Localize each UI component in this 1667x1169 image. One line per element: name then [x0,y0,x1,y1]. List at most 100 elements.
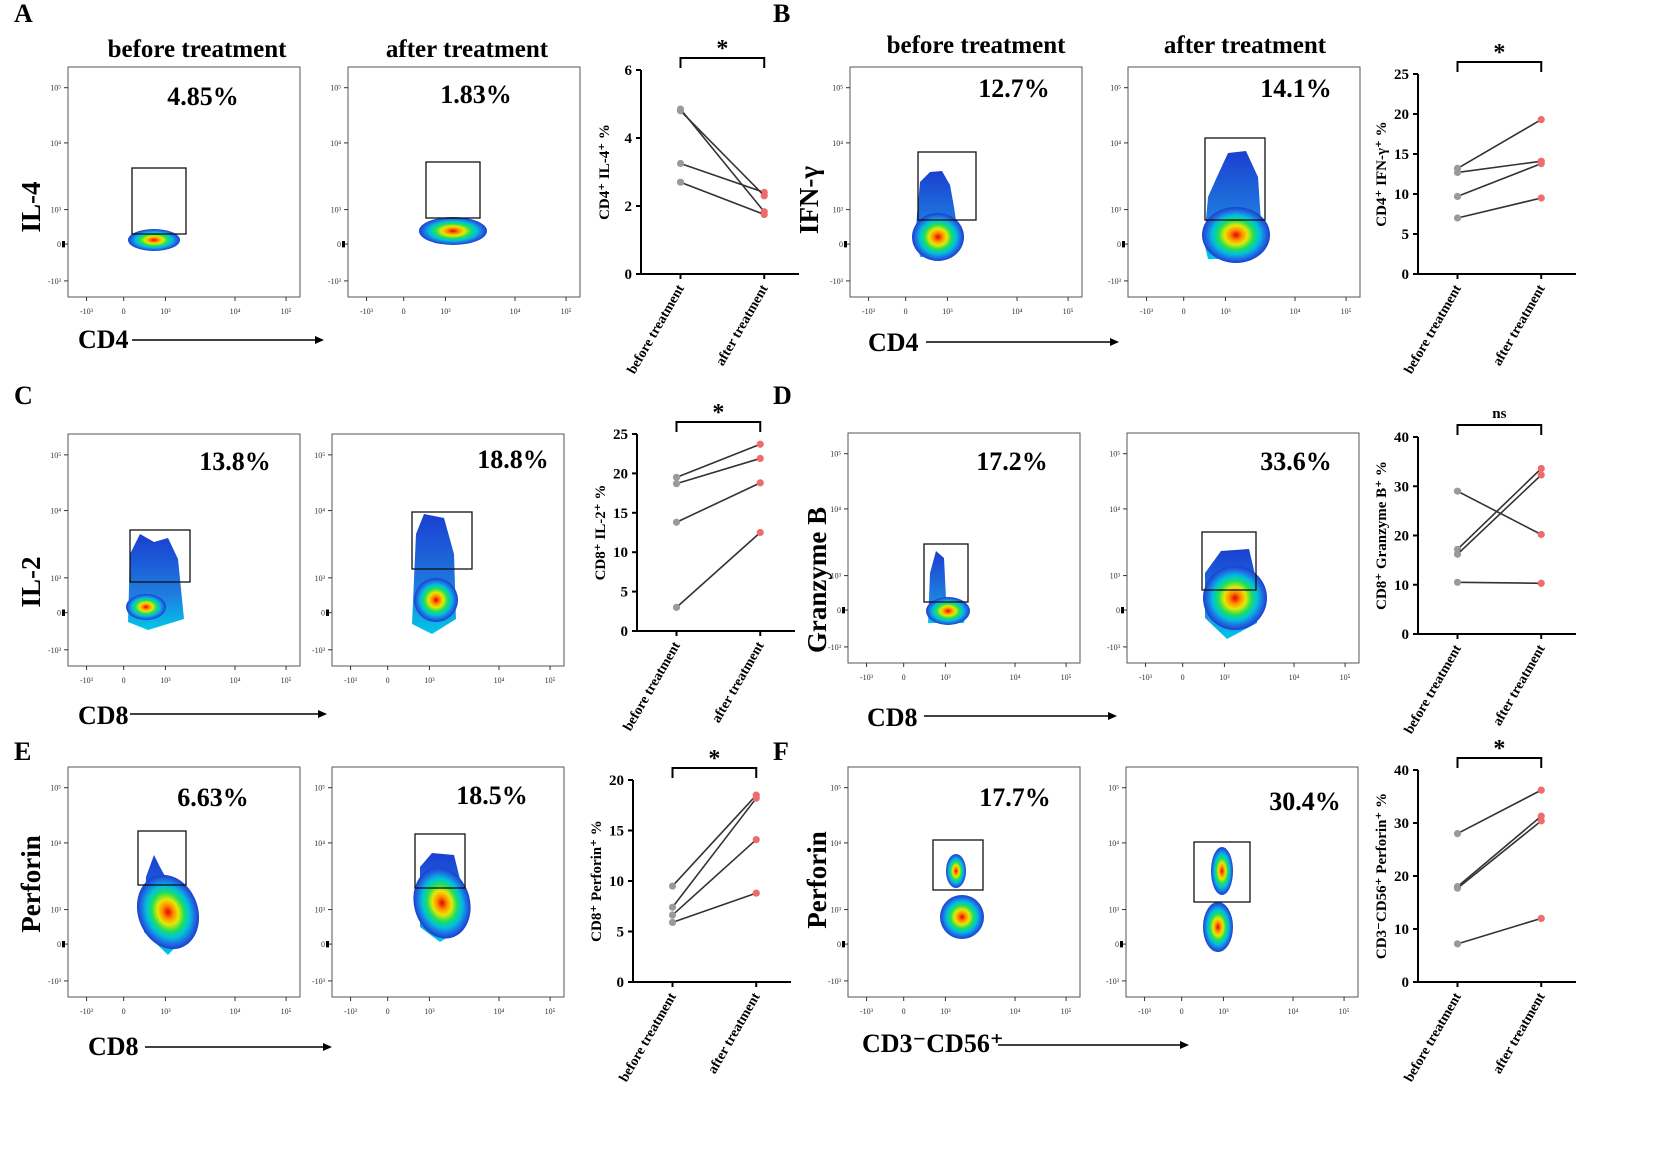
x-tick-label: 10³ [942,307,953,316]
chart-x-tick-label: after treatment [1490,642,1549,728]
flow-plot-frame [67,433,301,667]
x-tick-label: 10⁴ [1290,307,1301,316]
significance-marker: * [712,400,724,426]
x-tick-label: -10³ [862,307,876,316]
flow-plot-f-after: 10⁵ 10⁴ 10³ 0 -10³ -10³ 0 10³ 10⁴ 10⁵ 30.4% [1106,766,1359,1016]
axis-zero-marker [326,941,329,948]
x-tick-label: 10⁴ [230,307,241,316]
gate-rectangle [129,529,191,583]
gate-percentage: 17.7% [979,783,1051,812]
x-tick-label: 10³ [940,673,951,682]
cell-density-cluster [912,213,964,261]
flow-x-axis-marker: CD8 [88,1032,139,1061]
y-tick-label: -10³ [1106,977,1120,986]
chart-y-tick-label: 0 [625,267,633,283]
x-tick-label: -10³ [1140,307,1154,316]
y-tick-label: 0 [57,609,61,618]
flow-plot-frame [67,766,301,998]
gate-percentage: 18.5% [456,781,528,810]
y-tick-label: 10³ [51,906,62,915]
y-tick-label: 10³ [51,206,62,215]
significance-bracket [1456,757,1543,768]
gate-percentage: 14.1% [1260,74,1332,103]
flow-plot-frame [847,766,1081,998]
gate-percentage: 18.8% [477,445,549,474]
flow-x-axis-marker: CD4 [868,328,919,357]
flow-y-axis-marker: Perforin [802,831,832,928]
axis-zero-marker [1121,607,1124,614]
x-tick-label: -10³ [360,307,374,316]
series-line [671,838,757,916]
series-line [1457,118,1542,170]
gate-percentage: 1.83% [440,80,512,109]
y-tick-label: -10³ [830,277,844,286]
flow-x-axis-marker: CD8 [867,703,918,732]
before-point [672,473,681,481]
after-point [1537,914,1545,923]
gate-percentage: 4.85% [167,82,239,111]
gate-rectangle [923,543,969,603]
flow-y-axis-marker: IL-2 [16,556,46,607]
after-point [1537,464,1545,473]
chart-x-tick-label: after treatment [705,990,764,1076]
gate-percentage: 13.8% [199,447,271,476]
y-tick-label: -10³ [48,977,62,986]
flow-plot-b-after: 10⁵ 10⁴ 10³ 0 -10³ -10³ 0 10³ 10⁴ 10⁵ 14.1% [1108,66,1361,316]
dot-plot-c: 0 5 10 15 20 25 before treatment after treatmen… [593,400,795,734]
x-tick-label: 10⁴ [1010,1007,1021,1016]
chart-y-tick-label: 0 [621,624,629,640]
y-tick-label: 0 [57,940,61,949]
y-tick-label: -10³ [312,977,326,986]
panel-letter: F [773,737,789,766]
axis-zero-marker [62,241,65,248]
panel-f: F Perforin CD3⁻CD56⁺ [773,737,1189,1058]
after-point [760,210,768,219]
x-tick-label: 10⁴ [1289,673,1300,682]
flow-y-axis-marker: IL-4 [16,181,46,232]
after-point [1537,471,1545,479]
y-tick-label: 10⁵ [1108,784,1119,793]
cell-density-cluster [1203,902,1233,952]
series-line [1457,162,1542,198]
y-tick-label: 10⁵ [832,84,843,93]
series-line [1457,581,1542,585]
chart-y-tick-label: 25 [613,427,628,443]
chart-y-tick-label: 10 [609,874,624,890]
before-point [676,159,685,168]
y-tick-label: -10³ [48,646,62,655]
y-tick-label: 10³ [315,574,326,583]
axis-zero-marker [842,607,845,614]
chart-y-tick-label: 10 [1394,187,1409,203]
flow-plot-c-before: 10⁵ 10⁴ 10³ 0 -10³ -10³ 0 10³ 10⁴ 10⁵ 13.8% [48,433,301,685]
x-tick-label: 0 [1181,673,1185,682]
significance-marker: ns [1492,406,1506,422]
y-tick-label: 10⁵ [330,84,341,93]
gate-rectangle [425,161,481,219]
y-tick-label: 10³ [1110,572,1121,581]
chart-x-tick-label: after treatment [1490,282,1549,368]
before-point [1453,940,1462,948]
chart-y-tick-label: 20 [609,773,624,789]
x-tick-label: -10³ [80,676,94,685]
y-tick-label: -10³ [48,277,62,286]
series-line [1456,467,1542,550]
y-tick-label: 10⁴ [330,139,341,148]
cell-density-cluster [1203,566,1267,630]
y-tick-label: 0 [837,606,841,615]
y-tick-label: 0 [337,240,341,249]
x-tick-label: 0 [122,676,126,685]
gate-rectangle [131,167,187,235]
series-line [679,110,765,197]
x-tick-label: 0 [902,673,906,682]
x-tick-label: 10⁴ [494,1007,505,1016]
chart-y-tick-label: 10 [1394,578,1409,594]
significance-marker: * [1493,40,1505,66]
y-tick-label: -10³ [828,977,842,986]
y-tick-label: 0 [839,240,843,249]
flow-plot-a-before: 10⁵ 10⁴ 10³ 0 -10³ -10³ 0 10³ 10⁴ 10⁵ 4.85% [48,66,301,316]
before-point [1453,550,1462,558]
axis-zero-marker [1122,241,1125,248]
axis-zero-marker [62,941,65,948]
flow-x-axis-marker: CD3⁻CD56⁺ [862,1029,1004,1058]
